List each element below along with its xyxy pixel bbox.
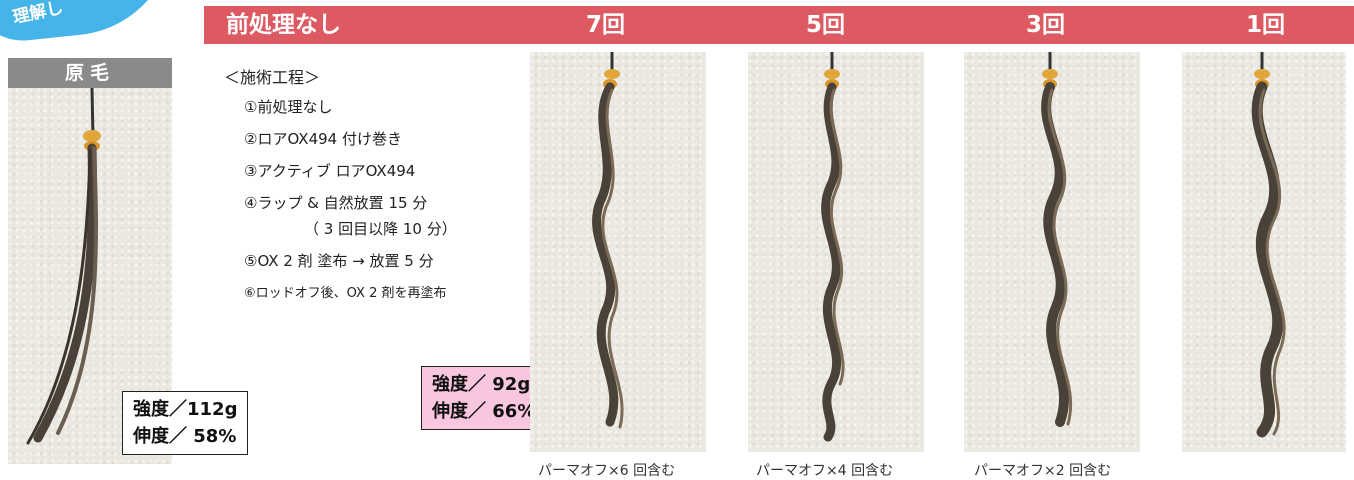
step-4: ④ラップ & 自然放置 15 分: [244, 194, 428, 212]
original-hair-photo: [8, 88, 172, 464]
header-title: 前処理なし: [226, 12, 341, 38]
step-5: ⑤OX 2 剤 塗布 → 放置 5 分: [244, 252, 434, 270]
header-col-5: 5回: [806, 12, 846, 38]
header-bar: 前処理なし 7回 5回 3回 1回: [204, 6, 1354, 44]
header-col-3: 3回: [1026, 12, 1066, 38]
header-col-1: 1回: [1246, 12, 1286, 38]
original-strength: 強度／112g: [133, 399, 238, 420]
treated-stats: 強度／ 92g 伸度／ 66%: [421, 366, 547, 430]
step-1: ①前処理なし: [244, 98, 333, 116]
step-4-note: （ 3 回目以降 10 分）: [304, 220, 457, 238]
caption-7-times: パーマオフ×6 回含む: [538, 463, 676, 479]
step-6: ⑥ロッドオフ後、OX 2 剤を再塗布: [244, 286, 447, 301]
hair-photo-7-times: [530, 52, 706, 452]
step-3: ③アクティブ ロアOX494: [244, 162, 416, 180]
treated-elongation: 伸度／ 66%: [432, 401, 536, 422]
original-hair-label: 原毛: [8, 58, 172, 88]
hair-photo-5-times: [748, 52, 924, 452]
caption-3-times: パーマオフ×2 回含む: [974, 463, 1112, 479]
treated-strength: 強度／ 92g: [432, 374, 531, 395]
step-2: ②ロアOX494 付け巻き: [244, 130, 402, 148]
original-stats: 強度／112g 伸度／ 58%: [122, 391, 249, 455]
caption-5-times: パーマオフ×4 回含む: [756, 463, 894, 479]
procedure-title: ＜施術工程＞: [224, 68, 321, 87]
original-elongation: 伸度／ 58%: [133, 426, 237, 447]
hair-photo-1-time: [1182, 52, 1346, 452]
header-col-7: 7回: [586, 12, 626, 38]
hair-photo-3-times: [964, 52, 1140, 452]
